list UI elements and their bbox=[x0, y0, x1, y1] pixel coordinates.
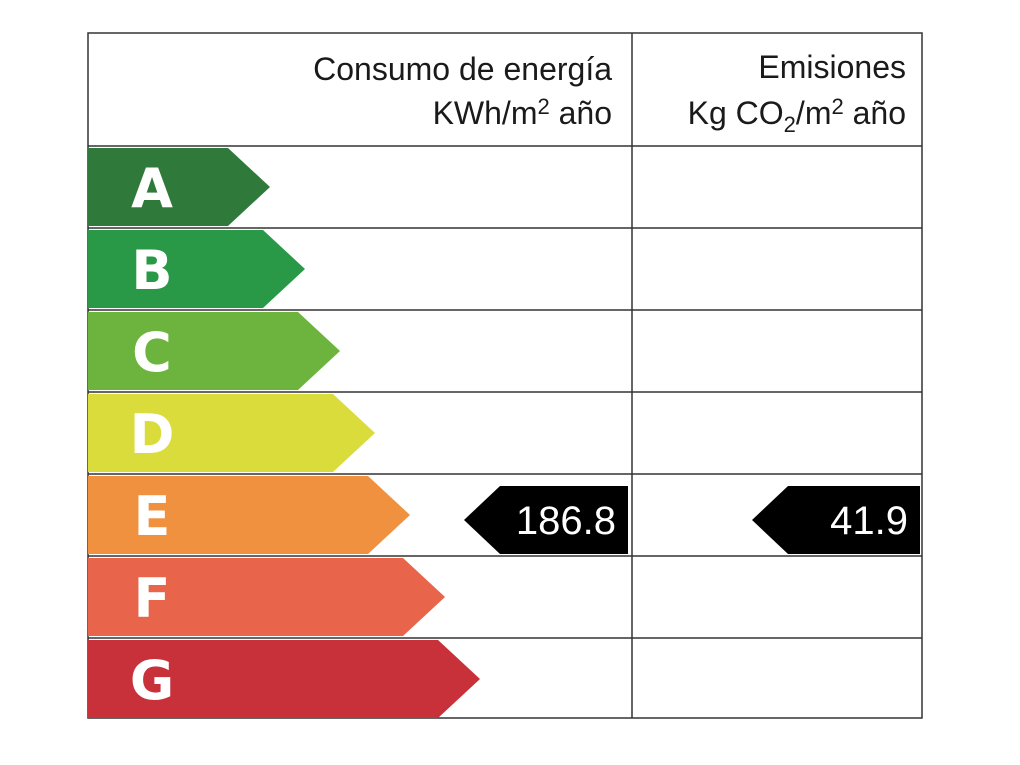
value-tag bbox=[752, 486, 920, 554]
unit-part: /m bbox=[796, 95, 832, 131]
emissions-header: Emisiones bbox=[758, 49, 906, 85]
rating-arrow bbox=[88, 640, 480, 718]
rating-letter: G bbox=[130, 649, 174, 712]
rating-arrow bbox=[88, 558, 445, 636]
unit-part: año bbox=[550, 95, 612, 131]
rating-arrow bbox=[88, 476, 410, 554]
energy-header: Consumo de energía bbox=[313, 51, 612, 87]
rating-letter: E bbox=[134, 485, 171, 548]
unit-sup: 2 bbox=[831, 94, 843, 119]
rating-letter: D bbox=[130, 403, 175, 466]
value-tag bbox=[464, 486, 628, 554]
energy-unit: KWh/m2 año bbox=[433, 94, 612, 131]
unit-part: KWh/m bbox=[433, 95, 538, 131]
rating-letter: C bbox=[132, 321, 172, 384]
value-label: 186.8 bbox=[516, 499, 616, 543]
unit-part: año bbox=[844, 95, 906, 131]
value-label: 41.9 bbox=[830, 499, 908, 543]
rating-arrow bbox=[88, 230, 305, 308]
rating-letter: F bbox=[134, 567, 171, 630]
rating-letter: A bbox=[131, 157, 173, 220]
unit-sup: 2 bbox=[537, 94, 549, 119]
rating-arrow bbox=[88, 148, 270, 226]
rating-letter: B bbox=[131, 239, 172, 302]
unit-sub: 2 bbox=[784, 112, 796, 137]
rating-arrow bbox=[88, 312, 340, 390]
rating-arrow bbox=[88, 394, 375, 472]
unit-part: Kg CO bbox=[688, 95, 784, 131]
emissions-unit: Kg CO2/m2 año bbox=[688, 94, 906, 137]
